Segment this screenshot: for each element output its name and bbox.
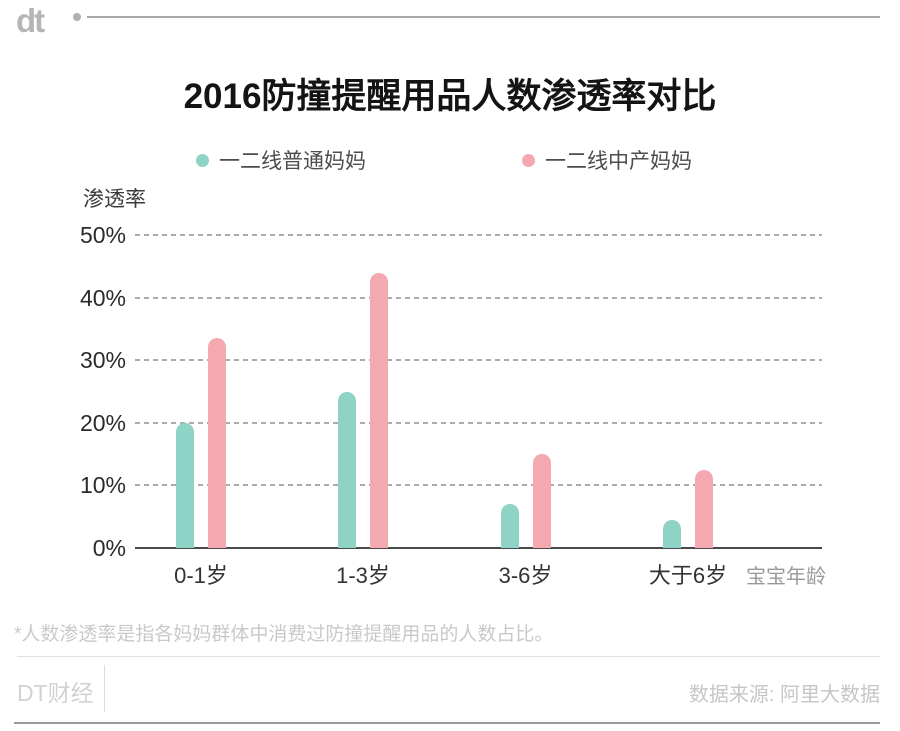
footnote: *人数渗透率是指各妈妈群体中消费过防撞提醒用品的人数占比。 <box>14 624 554 645</box>
bar-teal-3-6岁 <box>500 504 519 548</box>
x-axis-title: 宝宝年龄 <box>746 566 826 588</box>
y-tick-label: 20% <box>79 409 126 436</box>
bar-teal-大于6岁 <box>663 519 681 548</box>
bar-teal-1-3岁 <box>338 391 356 548</box>
x-tick-label: 1-3岁 <box>336 563 390 588</box>
dt-logo: dt <box>16 2 45 39</box>
y-tick-label: 0% <box>92 535 126 561</box>
x-axis-line <box>135 547 822 549</box>
y-axis-title: 渗透率 <box>83 188 146 211</box>
y-tick-label: 10% <box>79 472 126 499</box>
legend-item-middleclass-moms: 一二线中产妈妈 <box>522 145 692 175</box>
y-tick-label: 40% <box>79 284 126 311</box>
data-source: 数据来源: 阿里大数据 <box>688 684 880 706</box>
bar-pink-大于6岁 <box>695 469 713 548</box>
x-tick-label: 0-1岁 <box>174 563 228 588</box>
bar-teal-0-1岁 <box>176 422 194 548</box>
bar-pink-1-3岁 <box>370 272 388 548</box>
footer-brand: DT财经 <box>17 680 94 706</box>
y-tick-label: 30% <box>79 347 126 374</box>
chart-title: 2016防撞提醒用品人数渗透率对比 <box>183 77 717 116</box>
x-tick-label: 3-6岁 <box>498 563 553 588</box>
x-tick-label: 大于6岁 <box>648 563 728 588</box>
legend-swatch-pink-icon <box>522 153 535 167</box>
gridline-30 <box>135 359 822 362</box>
footer-top-rule <box>17 656 880 657</box>
legend-label: 一二线中产妈妈 <box>545 150 692 173</box>
gridline-40 <box>135 296 822 299</box>
bar-pink-3-6岁 <box>532 454 551 548</box>
gridline-50 <box>135 234 822 236</box>
footer-bottom-rule <box>14 722 880 724</box>
header-rule <box>87 16 880 18</box>
y-tick-label: 50% <box>79 222 126 248</box>
legend-item-ordinary-moms: 一二线普通妈妈 <box>196 145 366 175</box>
gridline-20 <box>135 421 822 424</box>
logo-dot-icon <box>73 13 81 21</box>
bar-pink-0-1岁 <box>208 338 226 548</box>
footer-divider <box>104 665 105 712</box>
gridline-10 <box>135 484 822 487</box>
legend-swatch-teal-icon <box>196 153 209 167</box>
legend-label: 一二线普通妈妈 <box>219 150 366 173</box>
